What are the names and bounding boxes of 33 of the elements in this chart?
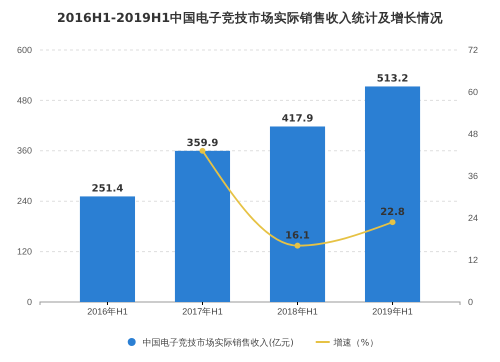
legend-label: 增速（%）: [332, 338, 378, 348]
bar: [80, 196, 136, 302]
data-label: 251.4: [92, 183, 124, 194]
y-tick-label: 240: [16, 196, 32, 206]
data-label: 22.8: [380, 207, 405, 218]
bar: [174, 150, 230, 302]
y2-tick-label: 36: [468, 170, 478, 181]
legend-label: 中国电子竞技市场实际销售收入(亿元): [142, 338, 294, 348]
x-tick-label: 2019年H1: [372, 306, 413, 316]
data-label: 417.9: [282, 113, 314, 124]
y-tick-label: 120: [16, 246, 32, 256]
data-label: 359.9: [186, 138, 218, 149]
x-tick-label: 2016年H1: [87, 306, 128, 316]
x-tick-label: 2017年H1: [182, 306, 223, 316]
point: [390, 219, 396, 226]
y-tick-label: 360: [16, 146, 32, 156]
point: [294, 242, 300, 249]
data-label: 16.1: [285, 230, 310, 242]
y2-tick-label: 72: [468, 44, 478, 55]
y-tick-label: 600: [16, 44, 32, 55]
y-tick-label: 0: [26, 296, 32, 307]
data-label: 513.2: [376, 73, 408, 84]
y-tick-label: 480: [16, 95, 32, 106]
y2-tick-label: 0: [468, 296, 474, 307]
bar: [270, 126, 326, 302]
point: [200, 148, 206, 154]
y2-tick-label: 48: [468, 128, 478, 139]
y2-tick-label: 24: [468, 212, 478, 223]
y2-tick-label: 60: [468, 86, 478, 97]
x-tick-label: 2018年H1: [277, 306, 318, 316]
chart-title: 2016H1-2019H1中国电子竞技市场实际销售收入统计及增长情况: [56, 10, 444, 25]
bar: [364, 86, 420, 302]
y2-tick-label: 12: [468, 254, 478, 265]
